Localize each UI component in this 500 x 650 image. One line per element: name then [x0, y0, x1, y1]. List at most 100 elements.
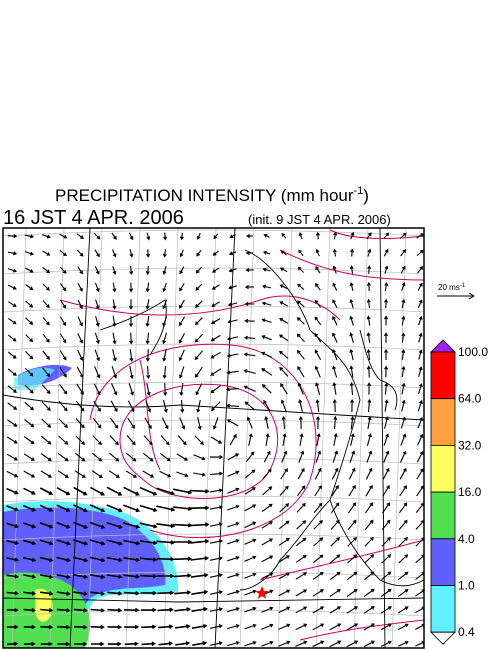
wind-arrow: [162, 299, 168, 310]
wind-arrow: [196, 232, 201, 240]
wind-arrow: [229, 433, 237, 446]
wind-arrow: [173, 488, 193, 495]
wind-arrow: [401, 382, 406, 395]
wind-arrow: [384, 382, 389, 395]
wind-arrow: [400, 433, 407, 446]
wind-arrow: [210, 318, 221, 324]
wind-arrow: [329, 640, 342, 648]
wind-arrow: [94, 249, 100, 258]
wind-arrow: [332, 332, 338, 343]
wind-arrow: [42, 367, 51, 378]
wind-arrow: [348, 467, 356, 480]
wind-arrow: [349, 450, 356, 463]
wind-arrow: [279, 485, 289, 496]
wind-arrow: [191, 606, 208, 612]
wind-arrow: [162, 316, 168, 327]
wind-arrow: [381, 571, 392, 581]
wind-arrow: [25, 300, 34, 308]
wind-arrow: [332, 450, 339, 463]
wind-arrow: [7, 368, 17, 376]
wind-arrow: [280, 382, 288, 395]
wind-arrow: [332, 315, 338, 326]
wind-arrow: [158, 641, 174, 646]
wind-arrow: [418, 332, 423, 343]
wind-arrow: [209, 522, 223, 527]
wind-arrow: [382, 484, 390, 497]
wind-arrow: [146, 232, 151, 241]
wind-arrow: [39, 556, 54, 563]
wind-arrow: [140, 590, 157, 596]
wind-arrow: [24, 418, 35, 428]
wind-arrow: [295, 572, 308, 580]
wind-arrow: [106, 591, 123, 596]
wind-arrow: [156, 556, 175, 562]
wind-arrow: [245, 469, 256, 479]
wind-arrow: [366, 450, 373, 463]
wind-arrow: [59, 283, 67, 292]
wind-arrow: [127, 400, 135, 413]
wind-arrow: [227, 641, 240, 647]
wind-arrow: [7, 641, 19, 647]
wind-arrow: [191, 623, 208, 629]
wind-arrow: [244, 623, 257, 630]
wind-arrow: [22, 504, 37, 512]
wind-arrow: [226, 419, 239, 427]
colorbar-bottom-triangle: [430, 631, 456, 645]
wind-arrow: [162, 266, 167, 275]
wind-arrow: [298, 399, 303, 412]
wind-arrow: [93, 400, 101, 412]
wind-arrow: [91, 641, 105, 647]
wind-arrow: [175, 641, 191, 646]
wind-arrow: [329, 623, 342, 631]
wind-arrow: [56, 608, 71, 613]
wind-arrow: [278, 589, 291, 597]
wind-arrow: [349, 282, 354, 292]
colorbar-top-triangle: [430, 339, 456, 353]
wind-arrow: [244, 301, 255, 306]
wind-arrow: [160, 435, 170, 446]
colorbar-segment: [430, 491, 456, 540]
wind-arrow: [58, 435, 69, 445]
wind-arrow: [176, 453, 189, 461]
wind-arrow: [173, 573, 192, 578]
wind-arrow: [225, 403, 240, 408]
wind-arrow: [365, 484, 373, 497]
wind-arrow: [110, 400, 118, 413]
wind-arrow: [366, 315, 371, 326]
wind-arrow: [244, 606, 257, 613]
wind-arrow: [193, 454, 206, 461]
wind-arrow: [110, 417, 119, 429]
wind-arrow: [346, 571, 358, 581]
wind-arrow: [350, 433, 355, 446]
wind-arrow: [209, 539, 223, 544]
wind-arrow: [346, 640, 359, 648]
wind-arrow: [418, 349, 423, 360]
wind-arrow: [95, 316, 100, 327]
wind-arrow: [25, 334, 34, 343]
wind-arrow: [75, 400, 85, 412]
title-exponent: -1: [354, 185, 364, 197]
wind-arrow: [279, 284, 288, 290]
colorbar-label: 32.0: [458, 438, 482, 452]
wind-arrow: [141, 641, 157, 646]
wind-arrow: [363, 606, 375, 614]
wind-arrow: [6, 436, 18, 444]
wind-arrow: [397, 640, 409, 647]
wind-arrow: [332, 299, 338, 309]
wind-arrow: [76, 233, 84, 239]
wind-arrow: [209, 505, 223, 510]
wind-arrow: [401, 349, 406, 360]
wind-arrow: [56, 504, 71, 512]
wind-arrow: [95, 299, 100, 310]
valid-time: 16 JST 4 APR. 2006: [3, 207, 184, 229]
wind-arrow: [111, 366, 118, 379]
wind-arrow: [6, 591, 19, 596]
wind-arrow: [106, 521, 123, 529]
wind-arrow: [194, 317, 203, 326]
wind-arrow: [314, 316, 322, 326]
wind-arrow: [139, 557, 158, 562]
wind-arrow: [229, 234, 236, 239]
wind-arrow: [212, 250, 219, 256]
meridian: [125, 228, 141, 648]
wind-arrow: [278, 606, 291, 614]
